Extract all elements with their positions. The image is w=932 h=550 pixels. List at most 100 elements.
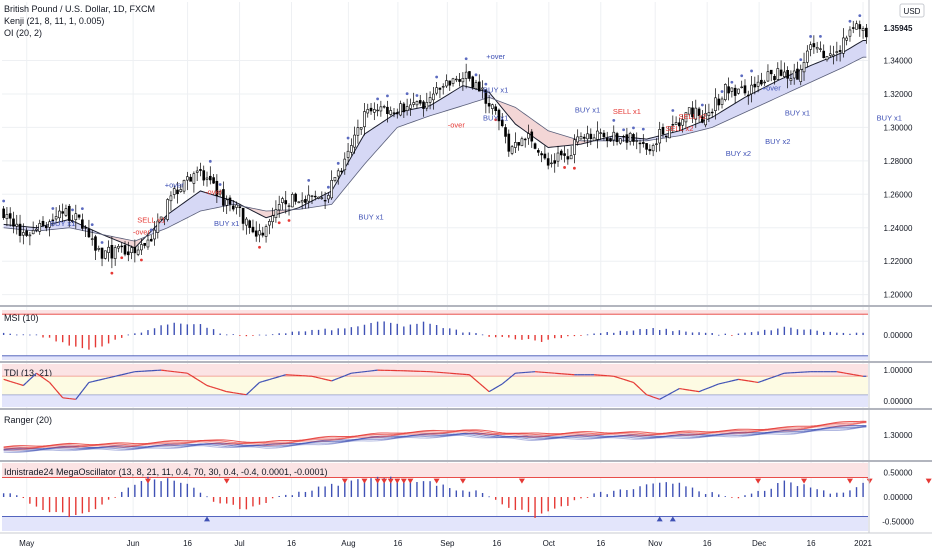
tdi-pane[interactable]: TDI (13, 21)	[2, 364, 868, 407]
cloud-bear-segment	[492, 96, 591, 148]
candle-up	[48, 221, 51, 228]
sell-signal-dot	[110, 271, 114, 275]
candle-down	[304, 199, 307, 203]
candle-up	[740, 86, 744, 89]
indicator-tick-label: 0.00000	[884, 397, 913, 406]
mega-bar	[862, 482, 864, 497]
signal-annotation: -over	[448, 120, 466, 129]
msi-bar	[396, 323, 398, 335]
candle-up	[809, 44, 812, 50]
mega-bar	[619, 489, 622, 497]
tdi-line-segment	[203, 382, 208, 387]
tdi-title: TDI (13, 21)	[4, 368, 52, 378]
tdi-line-segment	[511, 372, 516, 377]
tdi-line-segment	[735, 378, 739, 381]
indicator-tick-label: 1.30000	[884, 431, 913, 440]
cloud-bull-segment	[289, 85, 493, 211]
buy-signal-dot	[464, 57, 468, 61]
candle-up	[218, 191, 222, 195]
msi-bar	[153, 328, 156, 335]
msi-bar	[836, 332, 838, 335]
mega-bar	[409, 481, 412, 497]
tdi-line-segment	[846, 372, 851, 375]
candle-down	[84, 227, 87, 229]
tdi-line-segment	[708, 385, 713, 389]
candle-down	[202, 170, 206, 181]
mega-oscillator-pane[interactable]: Idnistrade24 MegaOscillator (13, 8, 21, …	[2, 463, 932, 531]
mega-bar	[186, 483, 189, 497]
candle-down	[851, 27, 855, 29]
buy-signal-dot	[51, 207, 55, 210]
price-scale[interactable]: 1.20000 1.22000 1.24000 1.26000 1.28000 1.300…	[868, 0, 914, 533]
msi-bar	[114, 335, 116, 340]
mega-bar	[140, 481, 143, 497]
currency-badge[interactable]	[899, 3, 925, 18]
tdi-line-segment	[718, 382, 723, 385]
candle-down	[81, 219, 84, 229]
tdi-line-segment	[682, 388, 687, 391]
signal-annotation: +over	[486, 52, 505, 61]
mega-bar	[632, 489, 635, 497]
buy-signal-dot	[376, 97, 379, 101]
msi-bar	[383, 321, 385, 335]
buy-signal-dot	[346, 136, 350, 140]
price-pane[interactable]: BUY x1 SELL x1 -over +over -over BUY x1 BUY x1…	[2, 3, 932, 275]
candle-up	[271, 215, 274, 223]
time-scale[interactable]: May Jun 16 Jul 16 Aug 16 Sep 16 Oct 16 Nov 16 Dec 16 20…	[0, 532, 932, 548]
candle-down	[212, 177, 215, 184]
tdi-line-segment	[338, 376, 342, 379]
ranger-lower-line	[3, 426, 867, 452]
mega-sell-marker	[400, 478, 407, 484]
time-tick-label: 16	[596, 539, 605, 548]
msi-bar	[645, 329, 648, 335]
candle-down	[133, 246, 137, 254]
candle-up	[268, 220, 271, 226]
buy-signal-dot	[858, 14, 862, 18]
mega-bar	[278, 495, 280, 497]
candle-up	[842, 37, 845, 54]
signal-annotation: BUY x2	[726, 149, 751, 158]
candle-down	[25, 230, 28, 236]
tdi-line-segment	[341, 375, 346, 378]
mega-bar	[639, 486, 641, 497]
tdi-line-segment	[19, 383, 24, 387]
msi-bar	[580, 335, 582, 336]
price-tick-label: 1.22000	[884, 257, 913, 266]
candle-up	[481, 87, 484, 90]
msi-bar	[88, 335, 90, 350]
mega-bar	[744, 495, 746, 497]
price-tick-label: 1.26000	[884, 190, 913, 199]
candle-down	[543, 153, 547, 159]
mega-bar	[160, 481, 162, 497]
candle-down	[589, 133, 593, 140]
candle-up	[5, 214, 9, 219]
msi-bar	[2, 332, 5, 335]
msi-bar	[245, 335, 248, 337]
tdi-line-segment	[669, 391, 674, 395]
mega-bar	[567, 497, 569, 506]
msi-bar	[527, 335, 530, 340]
mega-sell-marker	[387, 478, 394, 484]
mega-bar	[22, 497, 25, 499]
pane-separators[interactable]	[0, 305, 932, 462]
msi-bar	[16, 334, 18, 336]
msi-pane[interactable]: MSI (10)	[2, 310, 868, 360]
tdi-line-segment	[613, 375, 618, 378]
candle-up	[835, 51, 839, 53]
msi-bar	[134, 333, 136, 335]
candle-down	[678, 122, 681, 127]
candle-up	[412, 102, 415, 105]
mega-bar	[435, 485, 438, 497]
candle-up	[179, 189, 183, 192]
ranger-pane[interactable]: Ranger (20)	[3, 415, 867, 454]
mega-bar	[691, 487, 694, 497]
candle-up	[281, 198, 284, 203]
buy-signal-dot	[671, 109, 675, 112]
sell-signal-dot	[573, 166, 576, 170]
candle-up	[117, 246, 120, 249]
candle-down	[645, 143, 648, 150]
candle-up	[235, 204, 238, 208]
mega-sell-marker	[394, 478, 401, 484]
candle-up	[15, 223, 19, 227]
